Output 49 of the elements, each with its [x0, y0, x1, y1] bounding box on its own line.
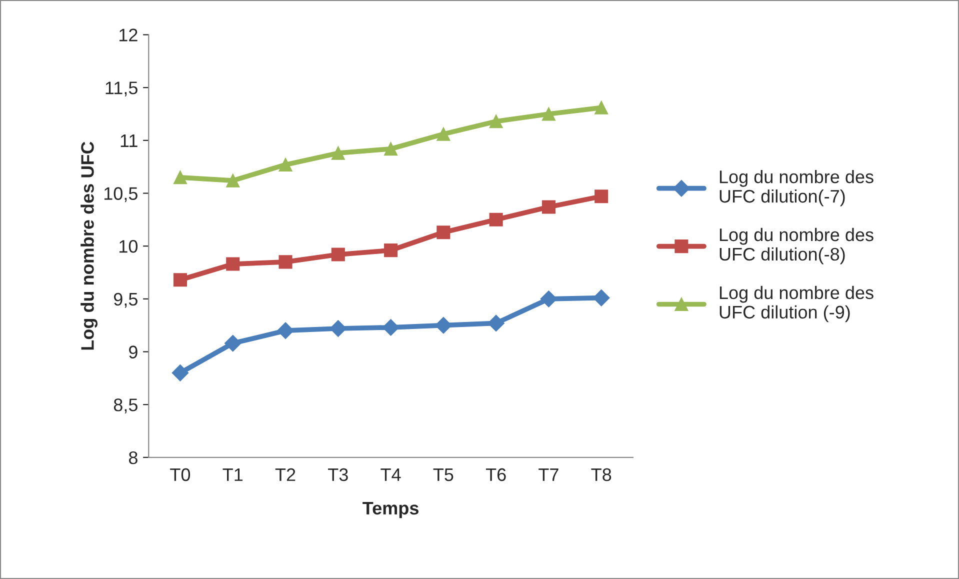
x-tick-label: T3 — [328, 468, 348, 482]
point — [331, 248, 345, 262]
point — [489, 114, 503, 128]
point — [224, 334, 242, 352]
point — [278, 255, 292, 269]
x-tick-label: T4 — [380, 468, 401, 481]
point — [489, 212, 503, 226]
y-axis-title: Log du nombre des UFC — [80, 142, 98, 350]
point — [436, 226, 450, 240]
point — [488, 314, 504, 332]
y-tick-label: 10 — [120, 240, 138, 253]
legend-label: Log du nombre des UFC dilution (-9) — [720, 286, 874, 322]
point — [542, 107, 556, 121]
point — [173, 170, 187, 184]
y-tick-label: 8 — [128, 451, 138, 464]
point — [384, 142, 398, 156]
point — [330, 320, 347, 337]
point — [331, 146, 345, 160]
point — [435, 316, 452, 334]
y-tick-label: 9,5 — [114, 292, 138, 308]
x-axis-title: Temps — [362, 502, 418, 518]
point — [436, 127, 450, 141]
y-tick-label: 12 — [120, 28, 138, 42]
y-tick-label: 11,5 — [106, 82, 138, 96]
point — [278, 158, 292, 172]
point — [277, 322, 294, 339]
y-tick-label: 11 — [120, 134, 138, 147]
y-tick-label: 9 — [129, 346, 138, 358]
point — [384, 244, 398, 258]
x-tick-label: T2 — [275, 468, 296, 481]
point — [594, 190, 608, 204]
legend-label: Log du nombre des UFC dilution(-7) — [720, 170, 874, 206]
point — [172, 364, 189, 382]
point — [542, 200, 556, 214]
point — [594, 100, 608, 114]
point — [382, 319, 400, 336]
point — [540, 290, 558, 308]
point — [226, 174, 240, 188]
x-tick-label: T5 — [433, 468, 454, 482]
y-tick-label: 10,5 — [104, 187, 138, 202]
legend-label: Log du nombre des UFC dilution(-8) — [720, 228, 874, 264]
x-tick-label: T1 — [222, 468, 243, 481]
y-tick-label: 8,5 — [114, 398, 138, 414]
x-tick-label: T8 — [591, 468, 612, 482]
point — [226, 257, 240, 271]
x-tick-label: T0 — [170, 468, 190, 482]
x-tick-label: T6 — [486, 468, 506, 482]
x-tick-label: T7 — [538, 468, 558, 481]
point — [173, 273, 187, 287]
